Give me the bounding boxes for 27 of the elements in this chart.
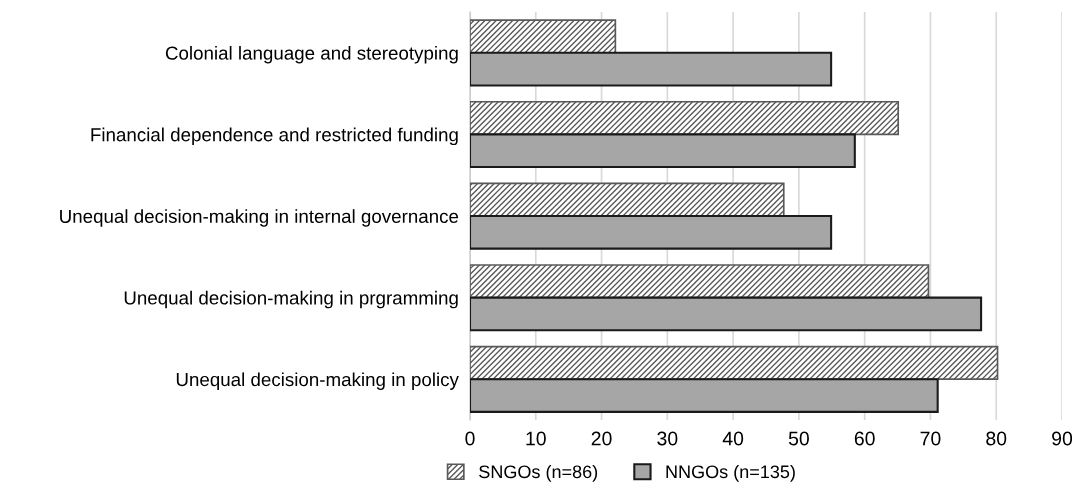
x-tick-label: 70: [920, 431, 941, 446]
x-tick-label: 40: [722, 431, 744, 446]
bar: [470, 214, 833, 250]
bar: [470, 182, 785, 217]
bar: [470, 133, 856, 169]
bar: [470, 51, 833, 87]
x-tick-label: 60: [854, 431, 875, 446]
y-tick-label: Unequal decision-making in policy: [176, 372, 459, 390]
x-tick-label: 0: [465, 431, 475, 446]
x-tick-label: 80: [986, 431, 1007, 446]
x-tick-label: 20: [591, 431, 612, 446]
bar: [470, 345, 999, 381]
x-tick-label: 10: [526, 431, 546, 446]
x-tick-label: 50: [788, 431, 809, 446]
y-tick-label: Unequal decision-making in prgramming: [124, 290, 458, 309]
y-tick-label: Colonial language and stereotyping: [165, 46, 458, 64]
x-tick-label: 90: [1052, 431, 1072, 446]
legend-label: NNGOs (n=135): [666, 464, 795, 482]
y-tick-label: Unequal decision-making in internal governance: [60, 209, 459, 227]
y-tick-label: Financial dependence and restricted funding: [91, 127, 458, 146]
bar: [470, 19, 617, 54]
x-tick-label: 30: [657, 431, 678, 446]
bar: [470, 378, 939, 413]
legend-label: SNGOs (n=86): [479, 464, 598, 482]
bar: [470, 296, 983, 332]
bar: [470, 264, 930, 299]
bar: [470, 100, 900, 136]
